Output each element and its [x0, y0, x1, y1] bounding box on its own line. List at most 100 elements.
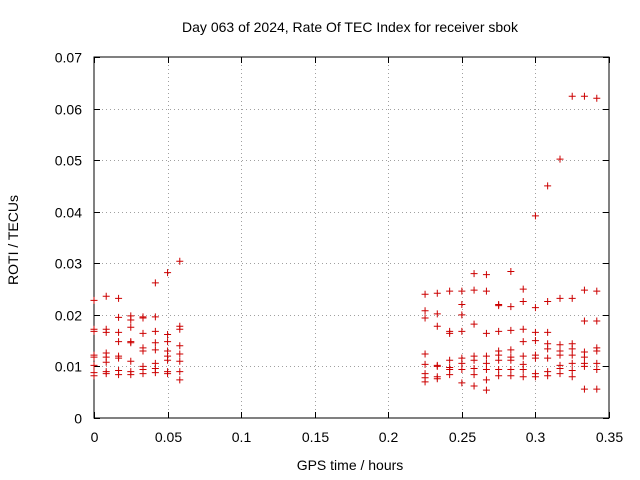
x-tick-label: 0.15	[302, 429, 329, 445]
data-point	[151, 346, 159, 354]
x-tick-label: 0.1	[232, 429, 252, 445]
data-point	[127, 316, 135, 324]
data-point	[164, 356, 172, 364]
data-point	[176, 376, 184, 384]
data-point	[458, 366, 466, 374]
data-points	[90, 92, 601, 394]
data-point	[433, 375, 441, 383]
data-point	[568, 367, 576, 375]
data-point	[176, 342, 184, 350]
data-point	[519, 373, 527, 381]
x-tick-label: 0.25	[449, 429, 476, 445]
data-point	[421, 290, 429, 298]
data-point	[507, 356, 515, 364]
data-point	[446, 371, 454, 379]
data-point	[151, 313, 159, 321]
data-point	[90, 353, 98, 361]
data-point	[470, 270, 478, 278]
data-point	[470, 382, 478, 390]
data-point	[421, 360, 429, 368]
data-point	[507, 326, 515, 334]
data-point	[127, 323, 135, 331]
data-point	[164, 330, 172, 338]
y-tick-label: 0.03	[55, 256, 82, 272]
data-point	[115, 313, 123, 321]
x-tick-label: 0.05	[155, 429, 182, 445]
data-point	[580, 362, 588, 370]
y-axis-title: ROTI / TECUs	[5, 195, 21, 285]
data-point	[127, 357, 135, 365]
data-point	[495, 302, 503, 310]
data-point	[544, 345, 552, 353]
data-point	[433, 322, 441, 330]
data-point	[482, 366, 490, 374]
data-point	[593, 385, 601, 393]
data-point	[458, 287, 466, 295]
data-point	[556, 341, 564, 349]
data-point	[580, 317, 588, 325]
data-point	[115, 328, 123, 336]
data-point	[482, 271, 490, 279]
data-point	[519, 297, 527, 305]
data-point	[151, 327, 159, 335]
data-point	[90, 372, 98, 380]
data-point	[139, 314, 147, 322]
data-point	[115, 371, 123, 379]
x-tick-label: 0.2	[379, 429, 399, 445]
data-point	[568, 373, 576, 381]
data-point	[568, 294, 576, 302]
data-point	[507, 268, 515, 276]
y-tick-label: 0.01	[55, 359, 82, 375]
data-point	[580, 92, 588, 100]
y-tick-label: 0	[74, 411, 82, 427]
data-point	[531, 354, 539, 362]
data-point	[519, 338, 527, 346]
data-point	[176, 325, 184, 333]
data-point	[139, 329, 147, 337]
data-point	[151, 279, 159, 287]
data-point	[580, 353, 588, 361]
data-point	[482, 386, 490, 394]
data-point	[593, 347, 601, 355]
data-point	[482, 376, 490, 384]
data-point	[580, 385, 588, 393]
data-point	[531, 337, 539, 345]
data-point	[495, 327, 503, 335]
data-point	[470, 371, 478, 379]
y-tick-label: 0.04	[55, 205, 82, 221]
data-point	[593, 287, 601, 295]
axis-ticks: 0 0.05 0.1 0.15 0.2 0.25 0.3 0.35 0 0.01 0.02 0.03 0…	[55, 50, 624, 446]
chart-title: Day 063 of 2024, Rate Of TEC Index for r…	[182, 19, 519, 35]
data-point	[446, 356, 454, 364]
data-point	[593, 94, 601, 102]
data-point	[544, 182, 552, 190]
y-tick-label: 0.02	[55, 308, 82, 324]
data-point	[568, 351, 576, 359]
data-point	[90, 296, 98, 304]
data-point	[115, 338, 123, 346]
data-point	[544, 372, 552, 380]
data-point	[556, 155, 564, 163]
data-point	[531, 373, 539, 381]
data-point	[102, 292, 110, 300]
data-point	[433, 362, 441, 370]
y-tick-label: 0.06	[55, 102, 82, 118]
data-point	[531, 328, 539, 336]
data-point	[102, 328, 110, 336]
data-point	[102, 358, 110, 366]
data-point	[482, 352, 490, 360]
data-point	[90, 327, 98, 335]
data-point	[495, 356, 503, 364]
data-point	[458, 327, 466, 335]
data-point	[176, 357, 184, 365]
data-point	[115, 294, 123, 302]
data-point	[458, 359, 466, 367]
data-point	[507, 303, 515, 311]
data-point	[421, 378, 429, 386]
data-point	[458, 311, 466, 319]
data-point	[164, 370, 172, 378]
data-point	[531, 304, 539, 312]
y-tick-label: 0.05	[55, 153, 82, 169]
data-point	[568, 345, 576, 353]
data-point	[580, 286, 588, 294]
